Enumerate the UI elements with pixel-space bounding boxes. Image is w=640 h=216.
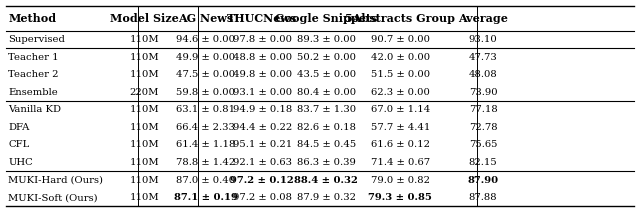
Text: 87.90: 87.90 <box>467 176 499 185</box>
Text: 88.4 ± 0.32: 88.4 ± 0.32 <box>294 176 358 185</box>
Text: 5Abstracts Group: 5Abstracts Group <box>346 13 455 24</box>
Text: 66.4 ± 2.33: 66.4 ± 2.33 <box>177 123 236 132</box>
Text: Method: Method <box>8 13 56 24</box>
Text: 87.9 ± 0.32: 87.9 ± 0.32 <box>297 193 356 202</box>
Text: 87.88: 87.88 <box>468 193 497 202</box>
Text: 87.0 ± 0.40: 87.0 ± 0.40 <box>176 176 236 185</box>
Text: 97.2 ± 0.12: 97.2 ± 0.12 <box>230 176 294 185</box>
Text: THUCNews: THUCNews <box>227 13 298 24</box>
Text: 94.4 ± 0.22: 94.4 ± 0.22 <box>233 123 292 132</box>
Text: 93.1 ± 0.00: 93.1 ± 0.00 <box>233 88 292 97</box>
Text: CFL: CFL <box>8 140 29 149</box>
Text: 110M: 110M <box>129 105 159 114</box>
Text: 47.73: 47.73 <box>468 52 497 62</box>
Text: 51.5 ± 0.00: 51.5 ± 0.00 <box>371 70 430 79</box>
Text: 48.08: 48.08 <box>468 70 497 79</box>
Text: 110M: 110M <box>129 70 159 79</box>
Text: Vanilla KD: Vanilla KD <box>8 105 61 114</box>
Text: 94.6 ± 0.00: 94.6 ± 0.00 <box>177 35 236 44</box>
Text: 73.90: 73.90 <box>468 88 497 97</box>
Text: 80.4 ± 0.00: 80.4 ± 0.00 <box>297 88 356 97</box>
Text: AG News: AG News <box>178 13 234 24</box>
Text: 49.8 ± 0.00: 49.8 ± 0.00 <box>233 70 292 79</box>
Text: 63.1 ± 0.81: 63.1 ± 0.81 <box>176 105 236 114</box>
Text: 86.3 ± 0.39: 86.3 ± 0.39 <box>297 158 356 167</box>
Text: 94.9 ± 0.18: 94.9 ± 0.18 <box>233 105 292 114</box>
Text: 42.0 ± 0.00: 42.0 ± 0.00 <box>371 52 430 62</box>
Text: 47.5 ± 0.00: 47.5 ± 0.00 <box>176 70 236 79</box>
Text: 110M: 110M <box>129 35 159 44</box>
Text: 83.7 ± 1.30: 83.7 ± 1.30 <box>297 105 356 114</box>
Text: 67.0 ± 1.14: 67.0 ± 1.14 <box>371 105 430 114</box>
Text: Ensemble: Ensemble <box>8 88 58 97</box>
Text: 110M: 110M <box>129 52 159 62</box>
Text: 95.1 ± 0.21: 95.1 ± 0.21 <box>233 140 292 149</box>
Text: 78.8 ± 1.42: 78.8 ± 1.42 <box>176 158 236 167</box>
Text: 49.9 ± 0.00: 49.9 ± 0.00 <box>176 52 236 62</box>
Text: 82.6 ± 0.18: 82.6 ± 0.18 <box>297 123 356 132</box>
Text: 89.3 ± 0.00: 89.3 ± 0.00 <box>297 35 356 44</box>
Text: 110M: 110M <box>129 176 159 185</box>
Text: Model Size: Model Size <box>110 13 179 24</box>
Text: 72.78: 72.78 <box>468 123 497 132</box>
Text: 93.10: 93.10 <box>468 35 497 44</box>
Text: 220M: 220M <box>130 88 159 97</box>
Text: 75.65: 75.65 <box>469 140 497 149</box>
Text: 110M: 110M <box>129 158 159 167</box>
Text: 97.2 ± 0.08: 97.2 ± 0.08 <box>233 193 292 202</box>
Text: MUKI-Soft (Ours): MUKI-Soft (Ours) <box>8 193 98 202</box>
Text: 48.8 ± 0.00: 48.8 ± 0.00 <box>233 52 292 62</box>
Text: 50.2 ± 0.00: 50.2 ± 0.00 <box>297 52 356 62</box>
Text: 97.8 ± 0.00: 97.8 ± 0.00 <box>233 35 292 44</box>
Text: 84.5 ± 0.45: 84.5 ± 0.45 <box>297 140 356 149</box>
Text: 87.1 ± 0.19: 87.1 ± 0.19 <box>174 193 238 202</box>
Text: 79.3 ± 0.85: 79.3 ± 0.85 <box>369 193 432 202</box>
Text: 62.3 ± 0.00: 62.3 ± 0.00 <box>371 88 429 97</box>
Text: 110M: 110M <box>129 123 159 132</box>
Text: 71.4 ± 0.67: 71.4 ± 0.67 <box>371 158 430 167</box>
Text: UHC: UHC <box>8 158 33 167</box>
Text: Teacher 1: Teacher 1 <box>8 52 59 62</box>
Text: Teacher 2: Teacher 2 <box>8 70 59 79</box>
Text: 61.6 ± 0.12: 61.6 ± 0.12 <box>371 140 430 149</box>
Text: 92.1 ± 0.63: 92.1 ± 0.63 <box>233 158 292 167</box>
Text: 90.7 ± 0.00: 90.7 ± 0.00 <box>371 35 430 44</box>
Text: Average: Average <box>458 13 508 24</box>
Text: 77.18: 77.18 <box>468 105 497 114</box>
Text: 110M: 110M <box>129 140 159 149</box>
Text: 59.8 ± 0.00: 59.8 ± 0.00 <box>177 88 236 97</box>
Text: MUKI-Hard (Ours): MUKI-Hard (Ours) <box>8 176 103 185</box>
Text: 79.0 ± 0.82: 79.0 ± 0.82 <box>371 176 430 185</box>
Text: 61.4 ± 1.18: 61.4 ± 1.18 <box>176 140 236 149</box>
Text: DFA: DFA <box>8 123 29 132</box>
Text: 110M: 110M <box>129 193 159 202</box>
Text: 82.15: 82.15 <box>468 158 497 167</box>
Text: Google Snippets: Google Snippets <box>275 13 378 24</box>
Text: Supervised: Supervised <box>8 35 65 44</box>
Text: 43.5 ± 0.00: 43.5 ± 0.00 <box>297 70 356 79</box>
Text: 57.7 ± 4.41: 57.7 ± 4.41 <box>371 123 430 132</box>
